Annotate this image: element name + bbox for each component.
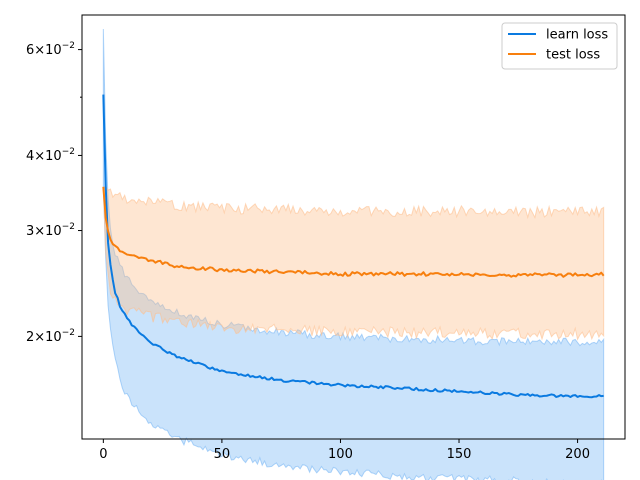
x-axis: 0 50 100 150 200 [99,439,590,462]
plot-frame [81,14,626,440]
y-axis: 2×10−2 3×10−2 4×10−2 6×10−2 [26,41,82,345]
x-tick-label: 0 [99,447,107,462]
y-tick-label: 2×10−2 [26,328,75,345]
legend-label-test-loss: test loss [546,48,600,63]
x-tick-label: 150 [447,447,472,462]
y-tick-label: 3×10−2 [26,222,75,239]
x-tick-label: 50 [214,447,231,462]
legend-label-learn-loss: learn loss [546,28,608,43]
series-line-test-loss [102,186,605,278]
y-tick-label: 4×10−2 [26,147,75,164]
band-learn-loss [102,28,605,480]
band-test-loss [102,185,605,341]
y-tick-label: 6×10−2 [26,41,75,58]
series-line-learn-loss [102,94,604,399]
x-tick-label: 200 [565,447,590,462]
x-tick-label: 100 [328,447,353,462]
legend: learn loss test loss [501,22,618,70]
plot-area [102,28,605,480]
